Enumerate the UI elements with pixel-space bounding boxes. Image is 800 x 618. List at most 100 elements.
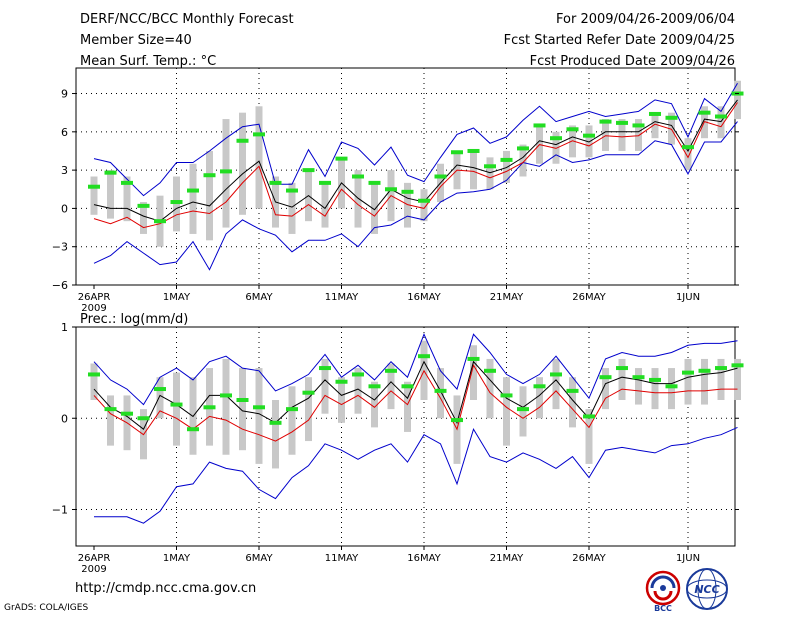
prec-spread-bar [701,358,708,405]
prec-spread-bar [338,377,345,423]
prec-green-marker [286,407,298,412]
temp-spread-bar [602,119,609,151]
prec-xtick-label: 6MAY [245,553,273,564]
temp-xtick-label: 1JUN [676,292,700,303]
temp-spread-bar [123,176,131,222]
temp-spread-bar [255,106,263,209]
temp-spread-bar [404,182,411,228]
temp-green-marker [533,123,546,128]
svg-text:BCC: BCC [654,604,672,613]
temp-green-marker [352,174,364,179]
prec-spread-bar [519,386,527,437]
prec-spread-bar [288,386,296,455]
temp-spread-bar [354,170,362,228]
temp-green-marker [269,180,282,185]
prec-spread-bar [239,368,246,451]
prec-spread-bar [569,377,576,428]
temp-green-marker [368,180,381,185]
temp-xtick-label: 21MAY [490,292,524,303]
prec-green-marker [467,356,480,361]
member-size: Member Size=40 [80,33,192,48]
prec-xtick-label: 16MAY [407,553,441,564]
temp-green-marker [137,203,150,208]
temp-green-marker [154,219,166,224]
temp-ytick-label: 0 [61,202,68,215]
prec-blue-upper-line [93,333,738,406]
prec-spread-bar [470,345,477,400]
prec-xtick-label: 26APR [78,553,111,564]
temp-green-marker [170,200,183,205]
prec-green-marker [269,420,282,425]
prec-green-marker [715,366,727,371]
temp-green-marker [484,164,496,169]
forecast-period: For 2009/04/26-2009/06/04 [556,12,735,27]
prec-green-marker [137,416,150,421]
prec-plot-frame [75,326,736,547]
prec-spread-bar [684,358,692,405]
prec-green-marker [698,368,711,373]
prec-blue-lower-line [94,426,738,524]
temp-ensemble-mean-line [93,99,738,222]
temp-spread-bar [486,157,494,190]
temp-green-marker [467,148,480,153]
prec-spread-bar [222,358,230,455]
temp-ytick-label: 3 [61,164,68,177]
temp-green-marker [302,168,315,173]
prec-spread-bar [734,358,741,400]
temp-green-marker [385,187,397,192]
temp-xtick-label: 6MAY [245,292,273,303]
temp-green-marker [319,180,331,185]
temp-green-marker [566,127,579,132]
temp-green-marker [500,157,513,162]
prec-green-marker [434,388,447,393]
prec-green-marker [170,402,183,407]
prec-green-marker [253,405,265,410]
prec-green-marker [731,363,744,368]
prec-green-marker [121,411,133,416]
svg-text:NCC: NCC [694,583,719,596]
prec-spread-bar [354,368,362,414]
temp-ytick-label: −3 [52,241,68,254]
prec-green-marker [665,384,678,389]
bcc-logo-icon: BCC [645,570,681,613]
temp-xtick-year: 2009 [81,303,106,314]
temp-spread-bar [90,176,98,215]
prec-green-marker [682,370,694,375]
temp-xtick-label: 16MAY [407,292,441,303]
prec-spread-bar [651,368,659,410]
temp-green-marker [649,111,661,116]
temp-spread-bar [140,202,147,234]
source-url[interactable]: http://cmdp.ncc.cma.gov.cn [75,581,257,596]
temp-green-marker [220,169,232,174]
temp-green-marker [88,184,100,189]
temp-ytick-label: 9 [61,88,68,101]
temp-spread-bar [107,170,114,219]
temp-green-marker [121,180,133,185]
prec-green-marker [368,384,381,389]
prec-green-marker [302,390,315,395]
temp-green-marker [665,115,678,120]
prec-green-marker [550,372,562,377]
temp-spread-bar [618,119,626,151]
prec-green-marker [533,384,546,389]
temp-xtick-label: 1MAY [163,292,191,303]
prec-spread-bar [305,377,312,442]
prec-ytick-label: 0 [61,412,68,425]
temp-green-marker [253,132,265,137]
temp-green-marker [104,170,117,175]
temp-spread-bar [371,182,378,234]
temp-green-marker [682,145,694,150]
prec-green-marker [583,414,595,419]
prec-spread-bar [107,395,114,446]
temp-spread-bar [651,112,659,139]
temp-green-marker [583,133,595,138]
prec-green-marker [203,405,216,410]
temp-spread-bar [635,119,642,151]
prec-spread-bar [668,368,675,410]
prec-spread-bar [717,358,725,400]
temp-spread-bar [470,150,477,190]
prec-green-marker [451,418,463,423]
temp-spread-bar [288,182,296,234]
temp-blue-lower-line [93,121,738,271]
